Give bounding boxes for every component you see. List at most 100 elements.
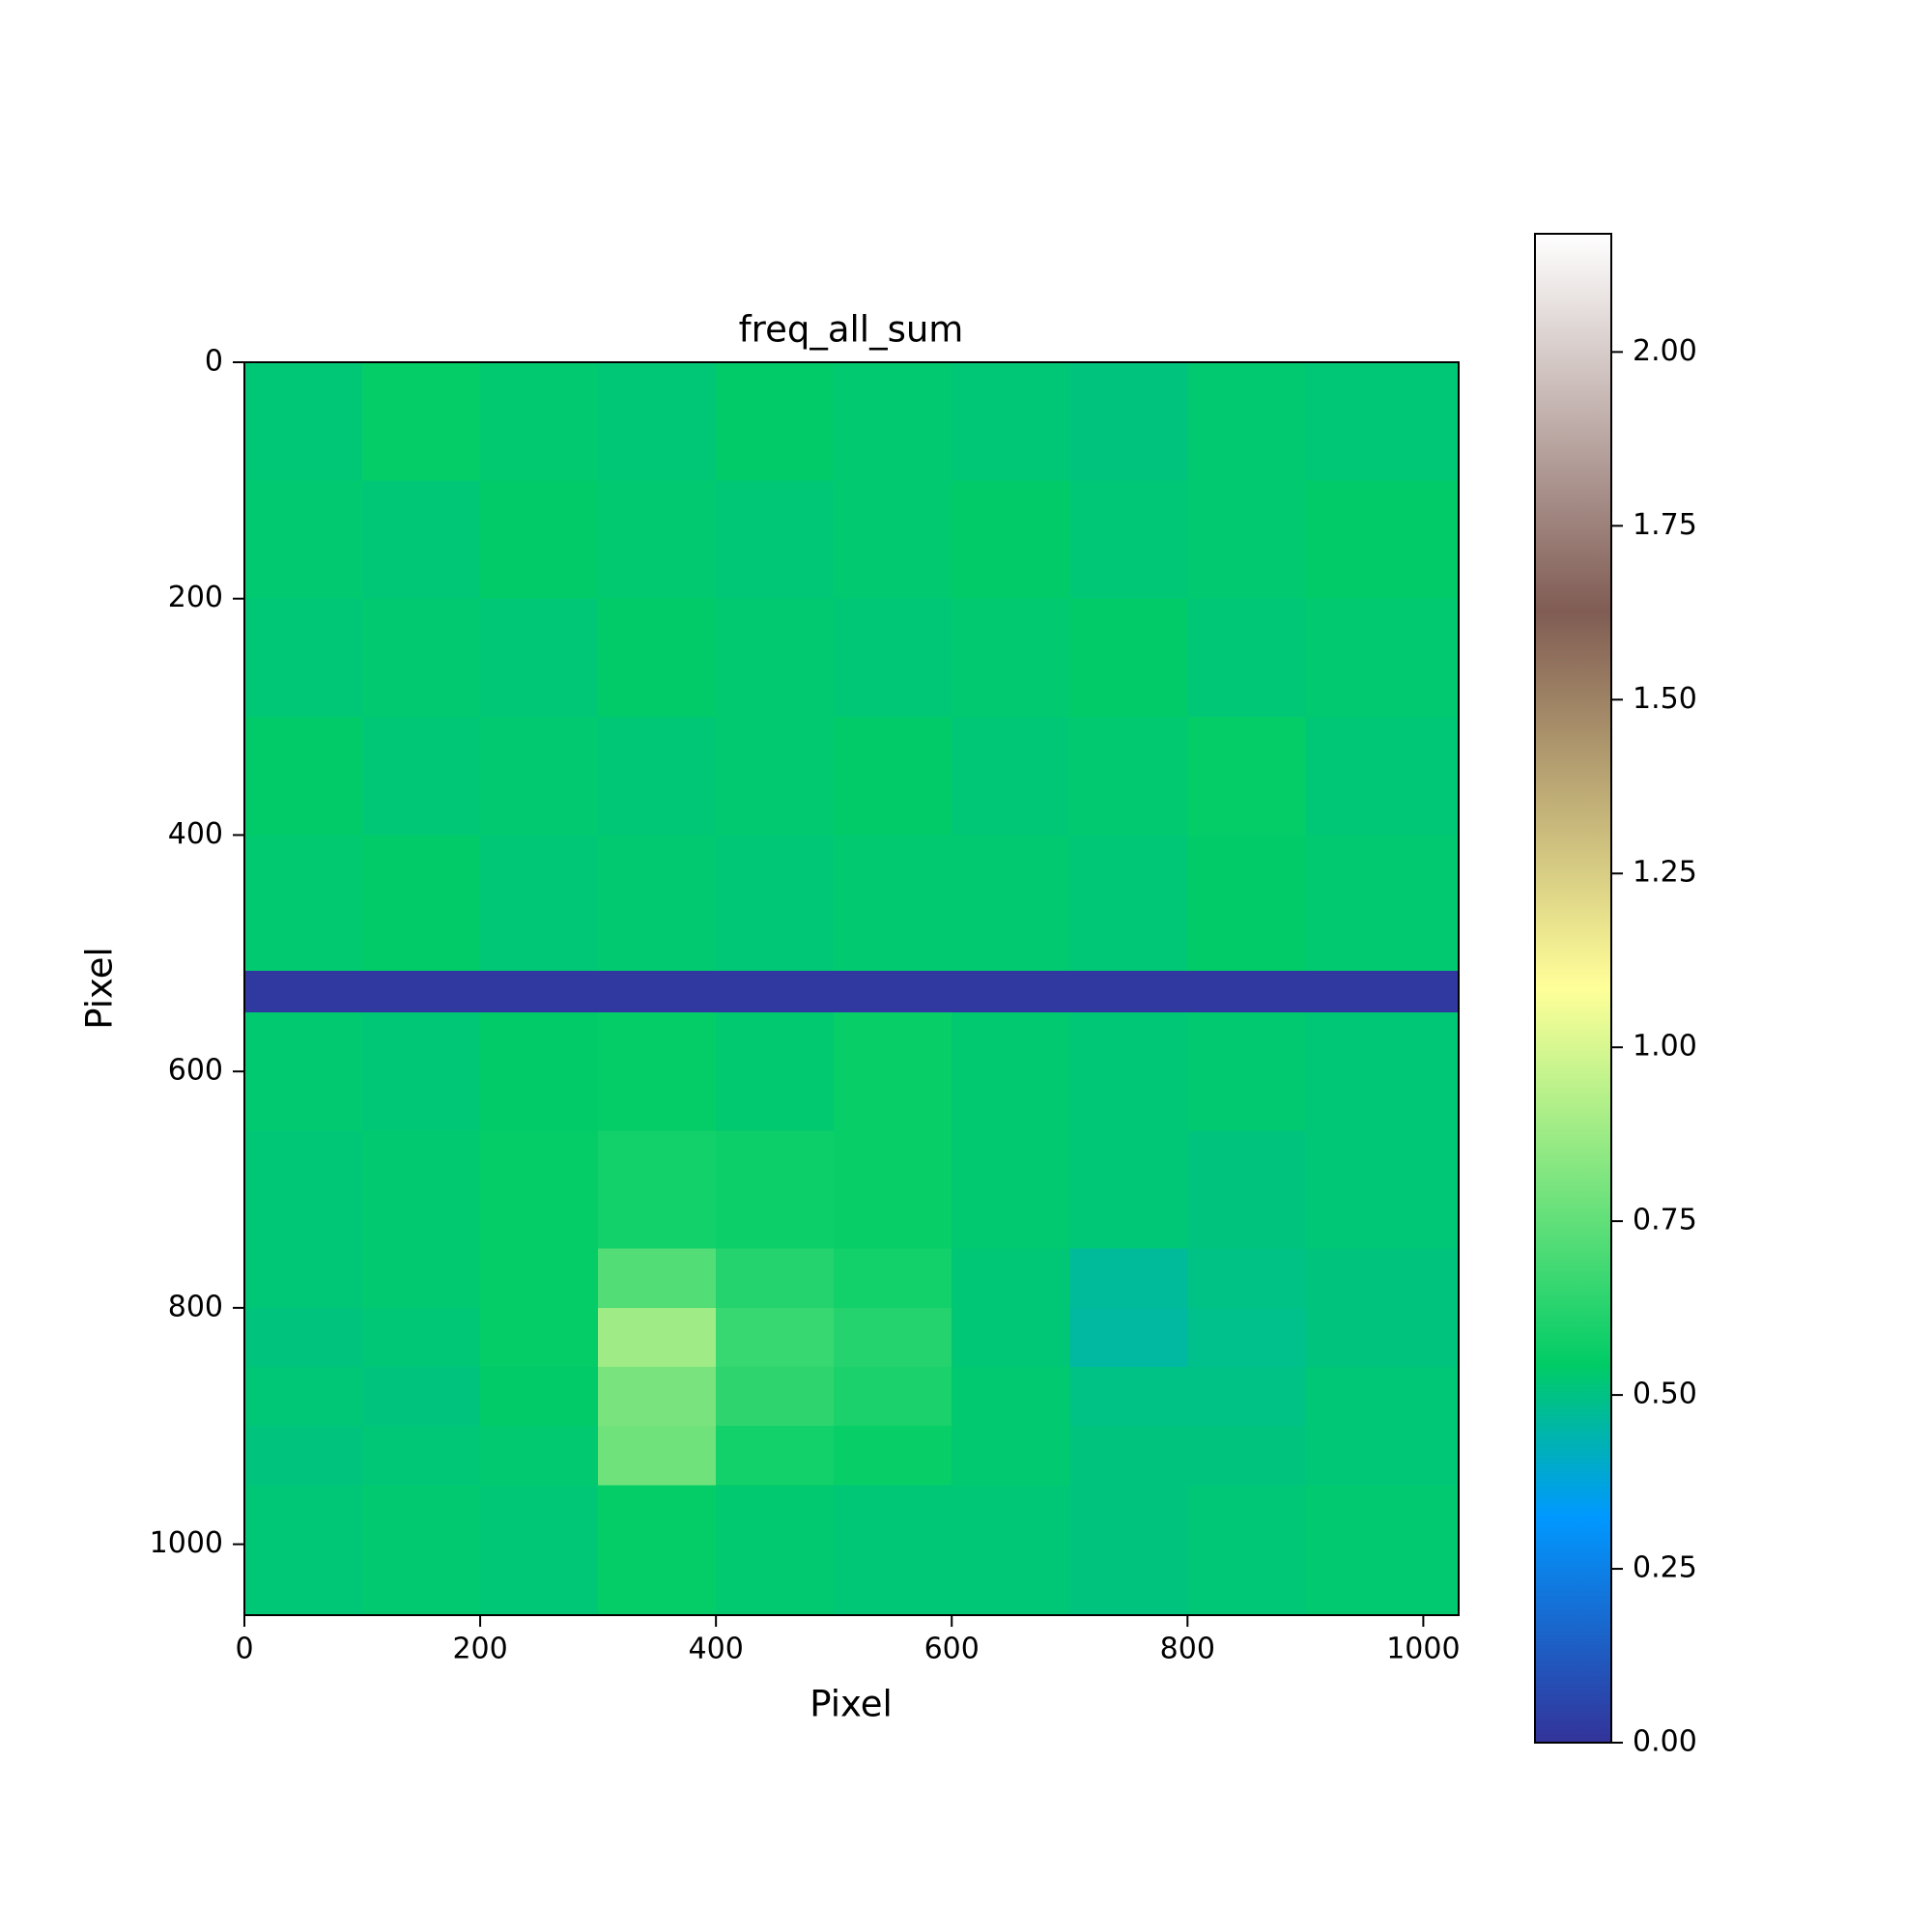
colorbar-tick-label: 0.00 xyxy=(1633,1725,1697,1759)
heatmap-cell xyxy=(716,1367,835,1427)
heatmap-cell xyxy=(598,1485,717,1615)
heatmap-cell xyxy=(1187,1426,1306,1486)
heatmap-cell xyxy=(952,1011,1070,1131)
heatmap-cell xyxy=(480,1426,599,1486)
heatmap-cell xyxy=(362,1130,481,1249)
heatmap-cell xyxy=(952,835,1070,972)
heatmap-cell xyxy=(362,480,481,599)
heatmap-cell xyxy=(716,1130,835,1249)
heatmap-cell xyxy=(1305,835,1459,972)
heatmap-cell xyxy=(244,1367,363,1427)
heatmap-cell xyxy=(362,1307,481,1368)
heatmap-cell xyxy=(1069,1130,1188,1249)
heatmap-cell xyxy=(834,971,952,1012)
y-tick-label: 600 xyxy=(168,1054,223,1088)
x-tick-label: 400 xyxy=(689,1633,744,1666)
heatmap-cell xyxy=(716,598,835,718)
heatmap-cell xyxy=(598,1011,717,1131)
x-axis-label: Pixel xyxy=(810,1684,893,1725)
heatmap-cell xyxy=(952,1307,1070,1368)
heatmap-cell xyxy=(1069,362,1188,481)
heatmap-cell xyxy=(598,362,717,481)
heatmap-cell xyxy=(598,480,717,599)
heatmap-cell xyxy=(1069,835,1188,972)
heatmap-cell xyxy=(1305,598,1459,718)
heatmap-cell xyxy=(480,1130,599,1249)
heatmap-cell xyxy=(1187,1248,1306,1308)
y-tick-label: 1000 xyxy=(150,1526,223,1560)
heatmap-cell xyxy=(834,1426,952,1486)
heatmap-cell xyxy=(834,1307,952,1368)
heatmap-cell xyxy=(1187,1485,1306,1615)
heatmap-cell xyxy=(1187,1011,1306,1131)
heatmap-cell xyxy=(1305,1426,1459,1486)
plot-frame xyxy=(243,361,1460,1616)
heatmap-cell xyxy=(598,598,717,718)
heatmap-cell xyxy=(244,717,363,836)
heatmap-cell xyxy=(1069,1307,1188,1368)
heatmap-cell xyxy=(834,1367,952,1427)
heatmap-cell xyxy=(834,1011,952,1131)
y-tick-label: 0 xyxy=(205,345,223,379)
colorbar-tick-label: 1.50 xyxy=(1633,682,1697,716)
heatmap-cell xyxy=(480,1011,599,1131)
heatmap-cell xyxy=(480,362,599,481)
heatmap-cell xyxy=(598,835,717,972)
heatmap-cell xyxy=(952,598,1070,718)
heatmap-cell xyxy=(1187,1367,1306,1427)
heatmap-cell xyxy=(480,835,599,972)
heatmap-cell xyxy=(598,1367,717,1427)
heatmap-cell xyxy=(1187,1307,1306,1368)
heatmap-cell xyxy=(1069,971,1188,1012)
heatmap-cell xyxy=(952,1248,1070,1308)
heatmap-cell xyxy=(834,717,952,836)
heatmap-cell xyxy=(480,1485,599,1615)
heatmap-cell xyxy=(834,598,952,718)
heatmap-cell xyxy=(1069,1011,1188,1131)
heatmap-cell xyxy=(834,480,952,599)
colorbar-tick-label: 1.75 xyxy=(1633,508,1697,542)
heatmap-cell xyxy=(834,1248,952,1308)
y-tick-label: 800 xyxy=(168,1290,223,1323)
heatmap-cell xyxy=(952,1367,1070,1427)
colorbar-tick-label: 0.75 xyxy=(1633,1204,1697,1237)
heatmap-cell xyxy=(362,598,481,718)
heatmap-cell xyxy=(1187,835,1306,972)
heatmap-cell xyxy=(1069,1485,1188,1615)
heatmap-cell xyxy=(834,1485,952,1615)
heatmap-cell xyxy=(244,1426,363,1486)
heatmap-cell xyxy=(244,362,363,481)
heatmap-cell xyxy=(362,717,481,836)
chart-title: freq_all_sum xyxy=(739,309,964,351)
heatmap-cell xyxy=(1187,971,1306,1012)
x-tick-label: 200 xyxy=(452,1633,507,1666)
heatmap-cell xyxy=(1305,1307,1459,1368)
y-axis-label: Pixel xyxy=(79,947,121,1030)
heatmap-cell xyxy=(952,1130,1070,1249)
x-tick-label: 600 xyxy=(924,1633,980,1666)
heatmap-cell xyxy=(362,362,481,481)
heatmap-cell xyxy=(716,1011,835,1131)
colorbar-tick-label: 2.00 xyxy=(1633,334,1697,368)
heatmap-cell xyxy=(480,598,599,718)
heatmap-cell xyxy=(1305,1011,1459,1131)
heatmap-cell xyxy=(1305,971,1459,1012)
heatmap-cell xyxy=(1187,1130,1306,1249)
heatmap-cell xyxy=(480,971,599,1012)
heatmap-cell xyxy=(1305,1130,1459,1249)
heatmap-cell xyxy=(1305,1485,1459,1615)
heatmap-cell xyxy=(1187,362,1306,481)
heatmap-cell xyxy=(716,362,835,481)
heatmap-cell xyxy=(716,1248,835,1308)
heatmap-cell xyxy=(244,598,363,718)
heatmap-cell xyxy=(244,480,363,599)
heatmap-cell xyxy=(952,1485,1070,1615)
heatmap-cell xyxy=(244,971,363,1012)
heatmap-cell xyxy=(244,1130,363,1249)
heatmap-cell xyxy=(952,717,1070,836)
heatmap-cell xyxy=(952,362,1070,481)
heatmap-cell xyxy=(362,971,481,1012)
heatmap-cell xyxy=(1069,1248,1188,1308)
heatmap-cell xyxy=(834,835,952,972)
colorbar-tick-label: 0.50 xyxy=(1633,1378,1697,1411)
